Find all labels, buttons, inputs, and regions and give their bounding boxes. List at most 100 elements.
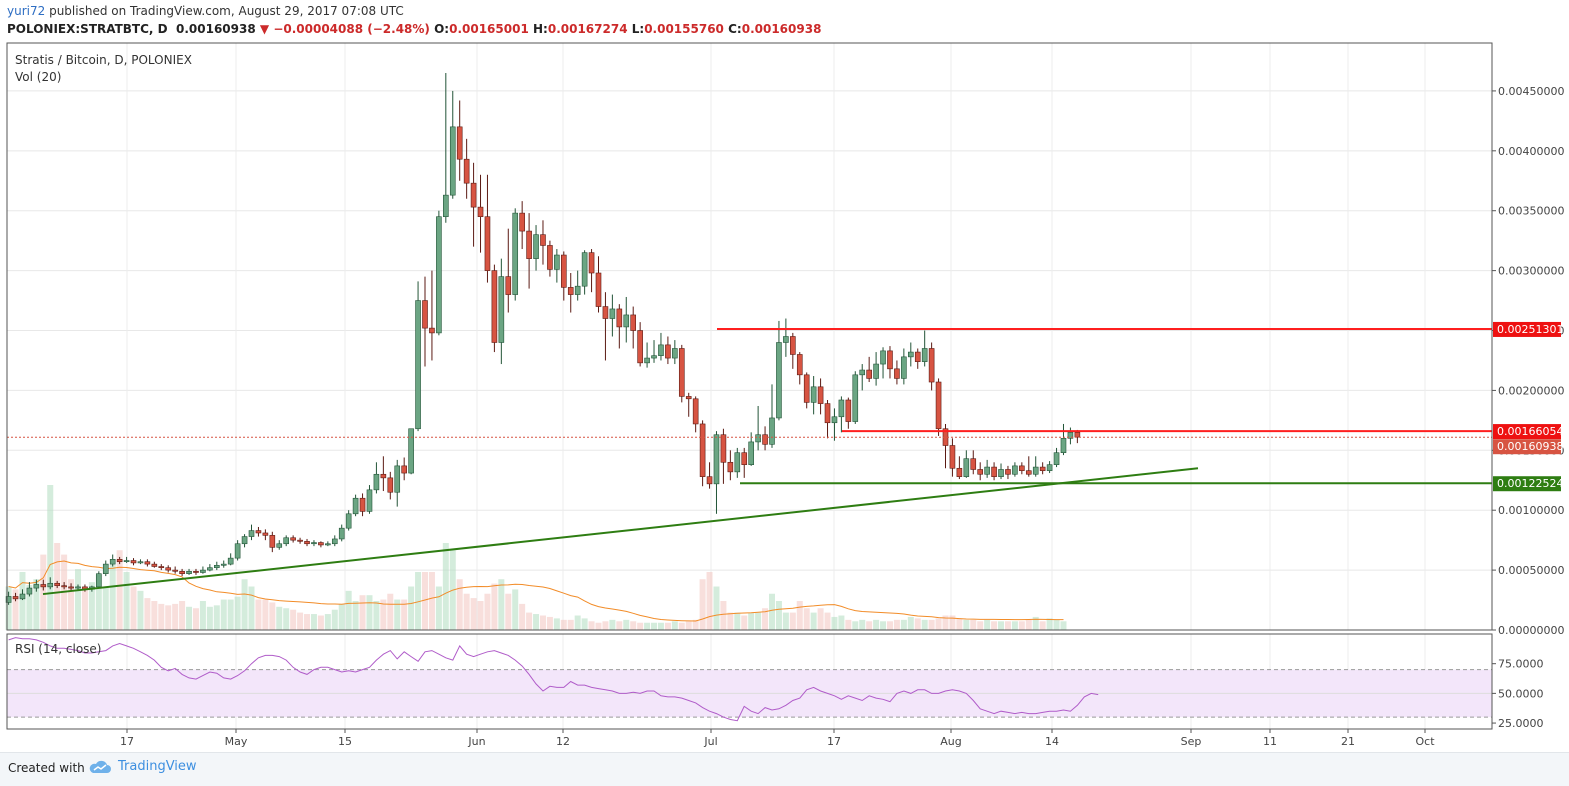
- volume-bar: [470, 598, 477, 630]
- candle-body: [325, 543, 331, 546]
- volume-bar: [477, 601, 484, 630]
- date-axis-label: Jul: [703, 735, 717, 748]
- volume-bar: [817, 608, 824, 630]
- volume-bar: [401, 599, 408, 630]
- volume-bar: [290, 609, 297, 630]
- candle-body: [491, 270, 498, 343]
- volume-bar: [262, 599, 269, 630]
- open-value: 0.00165001: [449, 22, 529, 36]
- volume-bar: [748, 612, 755, 630]
- volume-bar: [116, 550, 123, 630]
- candle-body: [158, 566, 165, 569]
- candle-body: [838, 399, 845, 418]
- mid-price-tag: 0.00166054: [1497, 425, 1563, 438]
- candle-body: [769, 417, 775, 445]
- date-axis-label: Oct: [1415, 735, 1435, 748]
- candle-body: [665, 344, 671, 359]
- drawings[interactable]: [7, 327, 1492, 596]
- volume-bar: [651, 622, 658, 630]
- candle-body: [255, 530, 262, 534]
- candle-body: [609, 308, 616, 319]
- support-price-tag: 0.00122524: [1497, 477, 1563, 490]
- last-price-tag: 0.00160938: [1497, 440, 1563, 453]
- volume-bar: [845, 619, 852, 630]
- candle-body: [456, 126, 463, 160]
- candle-body: [75, 586, 81, 589]
- candle-body: [678, 348, 685, 397]
- date-axis-label: 17: [827, 735, 841, 748]
- volume-bar: [886, 621, 893, 630]
- volume-bar: [213, 605, 220, 630]
- volume-bar: [109, 564, 116, 630]
- volume-bar: [199, 601, 206, 630]
- price-pane-frame: [6, 42, 1493, 631]
- volume-bar: [984, 619, 991, 630]
- candle-body: [345, 513, 352, 529]
- candle-body: [901, 356, 907, 379]
- candle-body: [762, 434, 768, 445]
- candle-body: [1067, 432, 1074, 439]
- created-with-text: Created with: [8, 761, 85, 775]
- volume-legend: Vol (20): [15, 70, 61, 84]
- tradingview-link[interactable]: TradingView: [88, 759, 197, 774]
- candle-body: [1012, 465, 1018, 475]
- candle-body: [331, 538, 338, 545]
- candle-body: [873, 363, 879, 379]
- candle-body: [560, 254, 567, 288]
- volume-bar: [574, 615, 581, 630]
- volume-bar: [1032, 616, 1039, 630]
- publish-text: published on TradingView.com, August 29,…: [49, 4, 404, 18]
- candle-body: [748, 441, 754, 465]
- candle-body: [956, 467, 963, 477]
- candle-body: [734, 452, 741, 473]
- volume-bar: [151, 601, 158, 630]
- volume-bar: [824, 612, 831, 630]
- candle-body: [137, 561, 144, 564]
- date-axis-label: 17: [120, 735, 134, 748]
- volume-bar: [699, 579, 706, 630]
- volume-bar: [415, 572, 422, 630]
- candle-body: [977, 469, 984, 475]
- volume-bar: [859, 619, 866, 630]
- volume-bar: [276, 606, 283, 630]
- rsi-pane-frame: [6, 633, 1493, 730]
- candle-body: [1025, 470, 1032, 475]
- candle-body: [297, 539, 303, 542]
- volume-bar: [893, 619, 900, 630]
- volume-bar: [484, 593, 491, 630]
- volume-bar: [192, 608, 199, 630]
- candle-body: [616, 308, 623, 328]
- candle-body: [415, 300, 421, 430]
- volume-bar: [928, 619, 935, 630]
- volume-bar: [630, 621, 637, 630]
- candle-body: [776, 342, 782, 419]
- author-link[interactable]: yuri72: [7, 4, 46, 18]
- candles: [5, 72, 1081, 605]
- candle-body: [241, 536, 248, 545]
- axes: 0.00450000 0.00400000 0.00350000 0.00300000…: [6, 42, 1564, 748]
- volume-bar: [102, 586, 109, 630]
- date-axis-label: May: [225, 735, 248, 748]
- volume-bar: [491, 583, 498, 630]
- volume-bar: [297, 612, 304, 630]
- rsi-legend: RSI (14, close): [15, 642, 101, 656]
- price-axis-label: 0.00000000: [1498, 624, 1564, 637]
- volume-bar: [227, 599, 234, 630]
- candle-body: [470, 182, 477, 208]
- volume-bar: [546, 616, 553, 630]
- volume-bar: [567, 619, 574, 630]
- volume-bar: [1025, 619, 1032, 630]
- volume-bar: [165, 605, 172, 630]
- volume-bar: [317, 615, 324, 630]
- candle-body: [741, 452, 748, 465]
- candle-body: [116, 559, 123, 563]
- volume-bar: [1046, 618, 1053, 630]
- candle-body: [366, 489, 373, 512]
- volume-bars: [5, 485, 1067, 630]
- price-chart[interactable]: 0.00450000 0.00400000 0.00350000 0.00300000…: [0, 0, 1569, 752]
- candle-body: [26, 587, 33, 595]
- candle-body: [234, 543, 241, 559]
- volume-bar: [956, 618, 963, 630]
- candle-body: [19, 593, 26, 600]
- candle-body: [1074, 432, 1081, 438]
